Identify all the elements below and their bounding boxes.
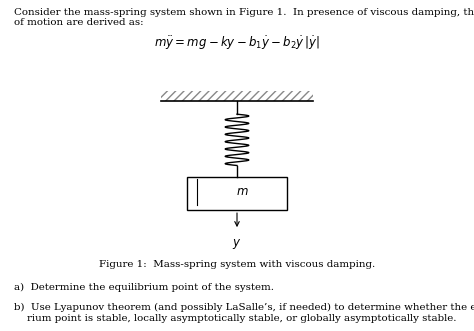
Text: $m\ddot{y} = mg - ky - b_1\dot{y} - b_2\dot{y}\,|\dot{y}|$: $m\ddot{y} = mg - ky - b_1\dot{y} - b_2\… (154, 35, 320, 52)
Text: Consider the mass-spring system shown in Figure 1.  In presence of viscous dampi: Consider the mass-spring system shown in… (14, 8, 474, 17)
Text: of motion are derived as:: of motion are derived as: (14, 18, 144, 27)
Text: $y$: $y$ (232, 237, 242, 251)
Text: $m$: $m$ (236, 185, 248, 199)
Text: rium point is stable, locally asymptotically stable, or globally asymptotically : rium point is stable, locally asymptotic… (14, 314, 457, 323)
Text: b)  Use Lyapunov theorem (and possibly LaSalle’s, if needed) to determine whethe: b) Use Lyapunov theorem (and possibly La… (14, 303, 474, 312)
Text: Figure 1:  Mass-spring system with viscous damping.: Figure 1: Mass-spring system with viscou… (99, 260, 375, 269)
Bar (161, 91, 313, 101)
Text: a)  Determine the equilibrium point of the system.: a) Determine the equilibrium point of th… (14, 283, 274, 292)
Bar (187, 177, 287, 210)
